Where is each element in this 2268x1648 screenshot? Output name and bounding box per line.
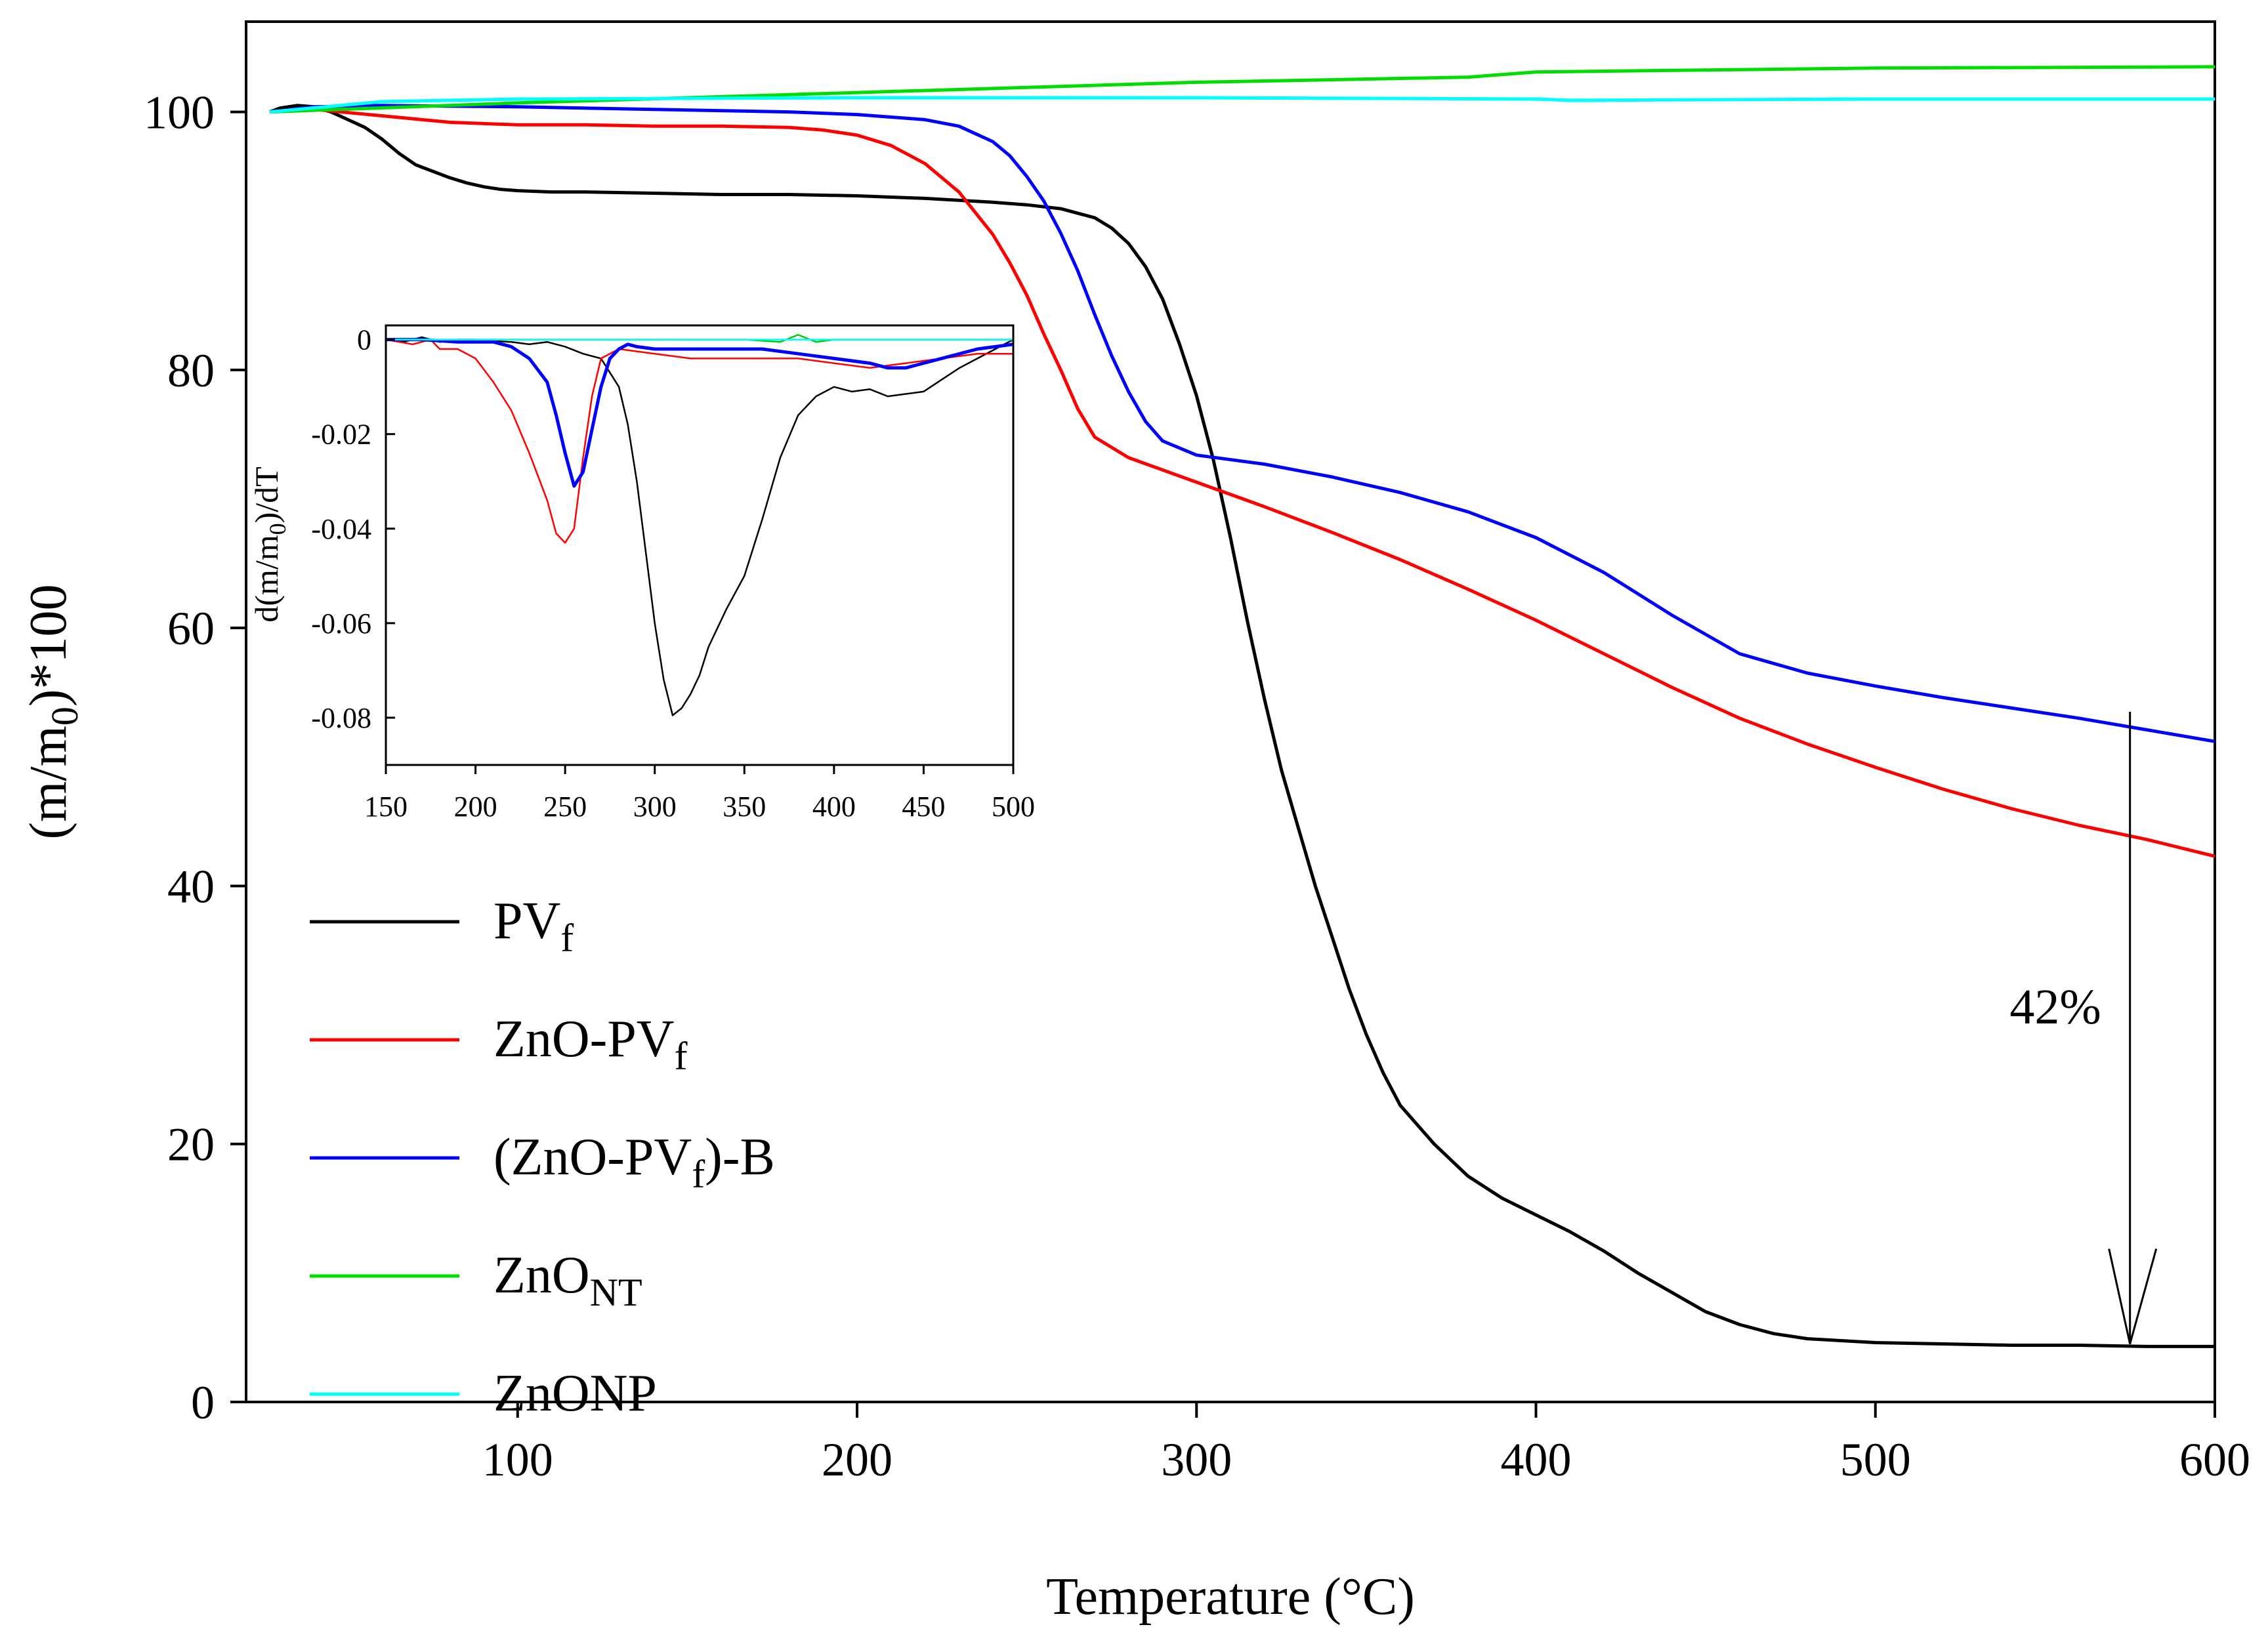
inset-series-line-zno-pvf [385, 339, 1013, 544]
annotation-label: 42% [2009, 979, 2101, 1035]
inset-y-axis-title-tail: )/dT [248, 466, 285, 523]
legend-label-main: ZnONP [494, 1365, 657, 1422]
inset-background [386, 325, 1013, 765]
inset-x-tick-label: 450 [902, 791, 945, 823]
legend-label-zno-pvf-b: (ZnO-PVf)-B [494, 1128, 775, 1196]
main-y-tick-label: 100 [144, 87, 215, 139]
main-plot: 100 200 300 400 500 600 0 20 40 60 80 100 Temperat… [20, 20, 2250, 1626]
main-y-axis-title: (m/m0)*100 [20, 585, 86, 840]
main-x-tick-label: 300 [1161, 1433, 1232, 1486]
inset-x-tick-label: 200 [454, 791, 497, 823]
main-y-tick-label: 60 [167, 602, 215, 655]
legend-label-znonp: ZnONP [494, 1365, 657, 1422]
legend-label-main: PV [494, 892, 560, 950]
main-y-tick-label: 20 [167, 1119, 215, 1171]
percent-annotation: 42% [2009, 712, 2158, 1344]
main-y-ticks: 0 20 40 60 80 100 [144, 87, 246, 1429]
main-x-ticks: 100 200 300 400 500 600 [482, 1402, 2250, 1486]
legend-label-main: ZnO-PV [494, 1010, 675, 1068]
legend-label-zno-pvf: ZnO-PVf [494, 1010, 688, 1078]
main-y-tick-label: 80 [167, 344, 215, 397]
main-plot-frame [245, 20, 2216, 1403]
legend-label-znont: ZnONT [494, 1246, 642, 1314]
inset-x-tick-label: 250 [543, 791, 587, 823]
main-x-tick-label: 600 [2179, 1433, 2250, 1486]
main-y-tick-label: 40 [167, 860, 215, 913]
main-series [269, 65, 2216, 1348]
main-x-tick-label: 200 [822, 1433, 892, 1486]
legend-label-main: ZnO [494, 1246, 590, 1304]
legend-label-main: (ZnO-PV [494, 1128, 692, 1186]
inset-plot-frame [385, 324, 1015, 766]
main-series-line-znont [270, 65, 2216, 114]
inset-y-axis-title: d(m/m0)/dT [248, 466, 291, 622]
inset-y-axis-title-sub: 0 [264, 523, 291, 535]
main-y-axis-title-sub: 0 [43, 707, 86, 726]
main-x-axis-title: Temperature (°C) [1046, 1568, 1415, 1626]
legend-label-tail: )-B [705, 1128, 775, 1186]
inset-x-tick-label: 300 [633, 791, 677, 823]
inset-x-tick-label: 350 [723, 791, 766, 823]
main-y-axis-title-tail: )*100 [20, 585, 77, 707]
legend-label-sub: f [675, 1035, 688, 1078]
legend-label-sub: f [692, 1153, 705, 1196]
inset-series [385, 334, 1014, 716]
inset-x-tick-label: 500 [992, 791, 1035, 823]
main-y-tick-label: 0 [191, 1376, 215, 1429]
inset-y-tick-label: 0 [357, 324, 371, 356]
inset-series-line-zno-pvf-b [386, 338, 1014, 488]
inset-y-tick-label: -0.06 [311, 608, 371, 640]
inset-plot: 150 200 250 300 350 400 450 500 0 -0.02 -0.04 -0.0… [248, 324, 1035, 823]
main-series-line-zno-pvf-b [269, 104, 2216, 743]
main-series-line-znonp [269, 96, 2215, 114]
inset-x-ticks: 150 200 250 300 350 400 450 500 [364, 765, 1035, 823]
legend-label-sub: NT [590, 1271, 642, 1314]
inset-y-ticks: 0 -0.02 -0.04 -0.06 -0.08 [311, 324, 395, 734]
main-x-tick-label: 100 [482, 1433, 553, 1486]
inset-y-axis-title-main: d(m/m [248, 535, 285, 622]
main-series-line-zno-pvf [270, 108, 2216, 858]
inset-y-tick-label: -0.08 [311, 702, 371, 734]
main-x-tick-label: 500 [1840, 1433, 1911, 1486]
main-y-axis-title-main: (m/m [20, 726, 77, 839]
inset-x-tick-label: 400 [812, 791, 856, 823]
inset-series-line-pvf [385, 336, 1014, 716]
legend-label-pvf: PVf [494, 892, 574, 960]
legend-label-sub: f [560, 917, 574, 960]
inset-x-tick-label: 150 [364, 791, 408, 823]
main-x-tick-label: 400 [1501, 1433, 1572, 1486]
inset-y-tick-label: -0.02 [311, 419, 371, 451]
main-series-line-pvf [269, 104, 2215, 1348]
annotation-arrow-head [2108, 1248, 2158, 1344]
inset-y-tick-label: -0.04 [311, 513, 371, 545]
